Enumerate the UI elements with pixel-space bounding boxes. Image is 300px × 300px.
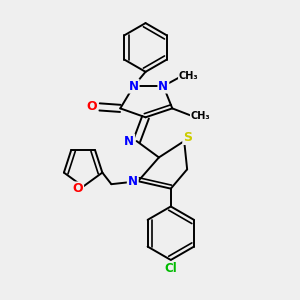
Text: O: O <box>87 100 98 113</box>
Text: S: S <box>183 131 192 144</box>
Text: Cl: Cl <box>164 262 177 275</box>
Text: CH₃: CH₃ <box>191 111 210 121</box>
Text: CH₃: CH₃ <box>179 71 199 81</box>
Text: N: N <box>129 80 139 93</box>
Text: N: N <box>158 80 168 93</box>
Text: N: N <box>124 135 134 148</box>
Text: N: N <box>128 175 138 188</box>
Text: O: O <box>73 182 83 195</box>
